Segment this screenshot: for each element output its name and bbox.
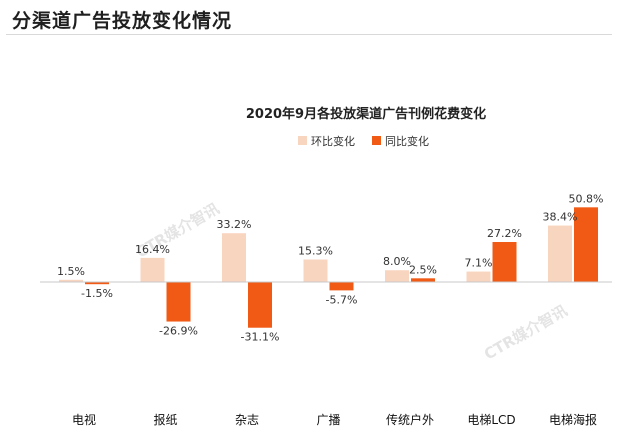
bar-mom-1	[140, 257, 165, 282]
bar-yoy-3	[329, 282, 354, 291]
category-label-3: 广播	[316, 413, 340, 427]
legend-label-yoy: 同比变化	[385, 134, 429, 148]
data-label-yoy-4: 2.5%	[409, 263, 437, 276]
legend-swatch-mom	[298, 136, 307, 145]
legend-swatch-yoy	[372, 136, 381, 145]
category-label-1: 报纸	[153, 412, 177, 427]
category-label-6: 电梯海报	[549, 412, 597, 427]
bar-mom-4	[385, 270, 409, 282]
bar-mom-3	[303, 259, 328, 282]
page-title: 分渠道广告投放变化情况	[12, 10, 233, 32]
bar-yoy-0	[85, 282, 109, 285]
data-label-mom-2: 33.2%	[217, 218, 252, 231]
data-label-yoy-1: -26.9%	[159, 325, 198, 338]
chart-title: 2020年9月各投放渠道广告刊例花费变化	[246, 106, 486, 122]
data-label-mom-0: 1.5%	[57, 265, 85, 278]
bar-yoy-4	[411, 278, 435, 282]
bar-mom-5	[466, 271, 491, 282]
data-label-yoy-3: -5.7%	[326, 293, 358, 306]
watermark-text: CTR媒介智讯	[481, 301, 570, 363]
title-divider	[6, 34, 612, 35]
bar-mom-6	[548, 225, 572, 282]
bar-mom-0	[59, 279, 83, 282]
label-layer: 1.5% -1.5% 电视 16.4% -26.9% 报纸 33.2% -31.1% 杂志 15.…	[57, 192, 603, 427]
bar-yoy-1	[166, 282, 191, 322]
data-label-mom-1: 16.4%	[135, 243, 170, 256]
bar-yoy-5	[492, 242, 517, 282]
data-label-yoy-0: -1.5%	[81, 287, 113, 300]
data-label-mom-4: 8.0%	[383, 255, 411, 268]
chart-legend: 环比变化 同比变化	[298, 134, 429, 148]
data-label-mom-6: 38.4%	[543, 211, 578, 224]
data-label-yoy-5: 27.2%	[487, 227, 522, 240]
bar-yoy-2	[248, 282, 272, 328]
bar-yoy-6	[574, 207, 598, 282]
legend-label-mom: 环比变化	[311, 134, 355, 148]
data-label-mom-3: 15.3%	[298, 245, 333, 258]
bar-layer	[59, 207, 598, 328]
category-label-4: 传统户外	[386, 412, 434, 427]
data-label-yoy-2: -31.1%	[241, 331, 280, 344]
data-label-mom-5: 7.1%	[465, 257, 493, 270]
data-label-yoy-6: 50.8%	[569, 192, 604, 205]
category-label-0: 电视	[72, 412, 96, 427]
category-label-2: 杂志	[235, 413, 259, 427]
bar-mom-2	[222, 233, 246, 282]
category-label-5: 电梯LCD	[467, 413, 515, 427]
